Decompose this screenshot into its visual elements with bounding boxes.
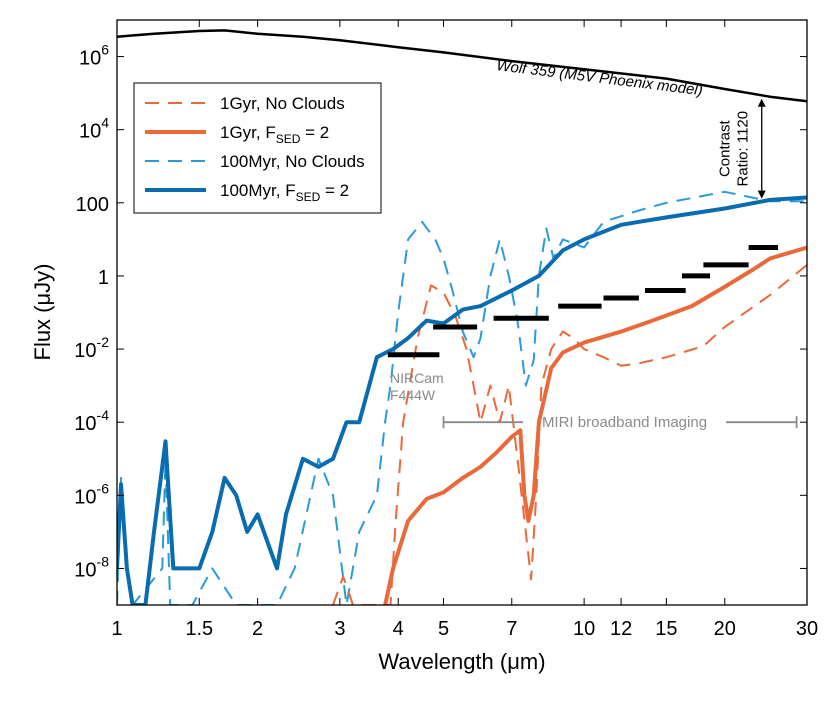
nircam-label: NIRCam F444W [390, 370, 444, 403]
x-tick-label-3: 3 [334, 618, 345, 640]
y-tick-label-3: 10-2 [74, 334, 109, 362]
miri-label: MIRI broadband Imaging [542, 414, 707, 431]
y-tick-label-5: 100 [76, 194, 109, 216]
x-tick-label-8: 12 [610, 618, 632, 640]
series-line-1 [332, 264, 807, 605]
bands-layer [387, 245, 778, 358]
x-axis-title: Wavelength (μm) [378, 649, 545, 674]
y-axis-title: Flux (μJy) [30, 263, 55, 360]
series-line-2 [383, 245, 807, 605]
legend-label-1: 1Gyr, FSED = 2 [220, 123, 329, 146]
plot-frame [116, 19, 808, 606]
x-tick-label-7: 10 [573, 618, 595, 640]
x-tick-label-0: 1 [111, 618, 122, 640]
contrast-label: ContrastRatio: 1120 [717, 111, 752, 187]
x-tick-label-4: 4 [393, 618, 404, 640]
y-tick-label-7: 106 [79, 42, 109, 70]
legend: 1Gyr, No Clouds 1Gyr, FSED = 2 100Myr, No … [133, 82, 382, 214]
legend-label-0: 1Gyr, No Clouds [220, 94, 345, 113]
y-tick-label-6: 104 [79, 115, 109, 143]
x-tick-label-2: 2 [252, 618, 263, 640]
x-tick-label-11: 30 [796, 618, 818, 640]
y-tick-label-2: 10-4 [74, 407, 109, 435]
x-tick-label-9: 15 [655, 618, 677, 640]
contrast-arrowhead-bottom [757, 190, 766, 199]
series-line-4 [117, 195, 807, 605]
y-tick-label-1: 10-6 [74, 480, 109, 508]
y-tick-label-0: 10-8 [74, 553, 109, 581]
contrast-arrowhead-top [757, 98, 766, 107]
series-layer [117, 29, 807, 605]
legend-label-2: 100Myr, No Clouds [220, 152, 365, 171]
y-tick-label-4: 1 [98, 267, 109, 289]
x-axis-ticks: 1 1.5 2 3 4 5 7 10 12 15 20 30 [111, 20, 818, 640]
series-line-0 [117, 29, 807, 103]
x-tick-label-10: 20 [714, 618, 736, 640]
x-tick-label-6: 7 [506, 618, 517, 640]
x-tick-label-1: 1.5 [185, 618, 213, 640]
y-axis-ticks: 10-8 10-6 10-4 10-2 1 100 104 106 [74, 42, 807, 581]
legend-label-3: 100Myr, FSED = 2 [220, 181, 349, 204]
x-tick-label-5: 5 [438, 618, 449, 640]
